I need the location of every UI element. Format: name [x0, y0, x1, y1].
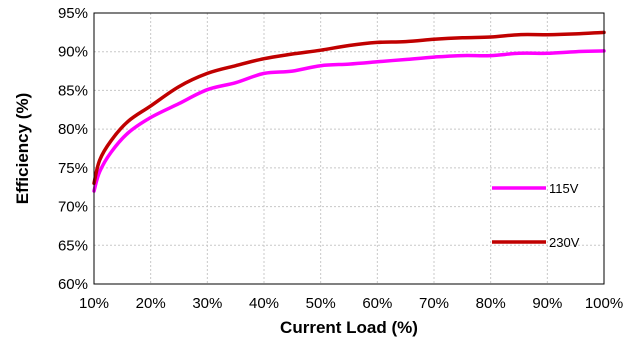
legend: 115V 230V [492, 181, 580, 250]
x-axis-title: Current Load (%) [280, 318, 418, 337]
legend-label-230v: 230V [549, 235, 580, 250]
x-tick-label: 40% [249, 295, 279, 312]
series-lines [92, 30, 606, 193]
y-axis-title: Efficiency (%) [13, 93, 32, 204]
x-tick-label: 60% [362, 295, 392, 312]
y-tick-label: 70% [58, 199, 88, 216]
x-tick-label: 30% [192, 295, 222, 312]
y-tick-label: 90% [58, 44, 88, 61]
legend-label-115v: 115V [549, 181, 579, 196]
x-axis-tick-labels: 10% 20% 30% 40% 50% 60% 70% 80% 90% 100% [79, 295, 623, 312]
x-tick-label: 100% [585, 295, 623, 312]
x-tick-label: 20% [136, 295, 166, 312]
x-tick-label: 70% [419, 295, 449, 312]
x-tick-label: 90% [532, 295, 562, 312]
y-tick-label: 95% [58, 5, 88, 22]
y-axis-tick-labels: 60% 65% 70% 75% 80% 85% 90% 95% [58, 5, 88, 293]
y-tick-label: 75% [58, 160, 88, 177]
x-tick-label: 50% [306, 295, 336, 312]
x-tick-label: 80% [476, 295, 506, 312]
y-tick-label: 60% [58, 276, 88, 293]
series-line-115v [92, 49, 606, 193]
x-tick-label: 10% [79, 295, 109, 312]
plot-area-border [93, 12, 605, 285]
y-tick-label: 80% [58, 121, 88, 138]
series-line-230v [92, 30, 606, 186]
y-tick-label: 85% [58, 82, 88, 99]
y-tick-label: 65% [58, 237, 88, 254]
